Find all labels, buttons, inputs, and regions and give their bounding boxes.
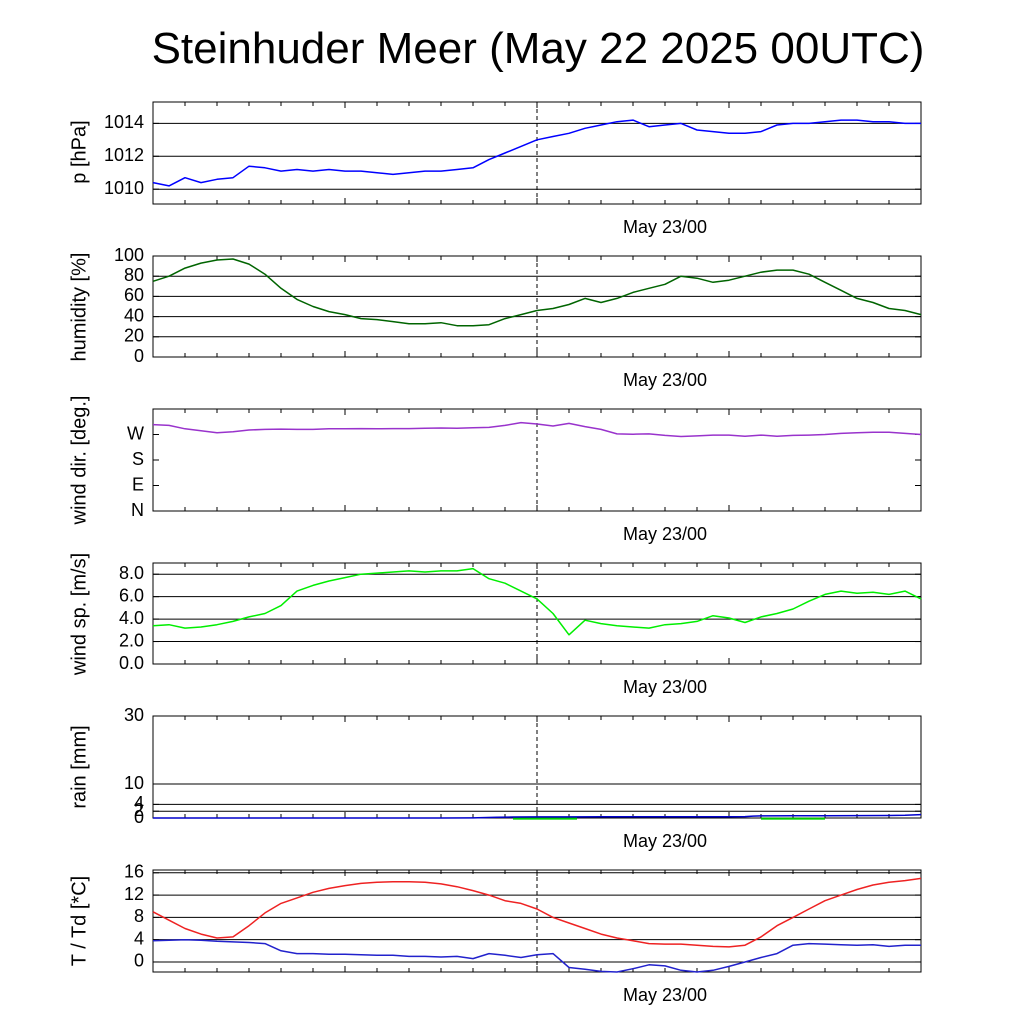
series-line — [152, 567, 922, 636]
panel-wind_direction — [152, 408, 922, 512]
y-tick-label: 100 — [114, 245, 144, 265]
y-tick-label: 4 — [134, 793, 144, 813]
y-tick-label: N — [131, 500, 144, 520]
y-tick-label: 4.0 — [119, 608, 144, 628]
chart-title: Steinhuder Meer (May 22 2025 00UTC) — [151, 24, 925, 73]
rain-bar — [513, 817, 577, 820]
rain-bar — [761, 817, 825, 820]
y-tick-label: 1010 — [104, 178, 144, 198]
x-axis-label: May 23/00 — [623, 217, 707, 237]
series-line — [152, 421, 922, 438]
panel-temperature — [152, 869, 922, 973]
y-tick-label: 30 — [124, 705, 144, 725]
series-td-line — [152, 938, 921, 973]
y-tick-label: W — [127, 423, 144, 443]
panel-humidity — [152, 255, 922, 358]
x-axis-label: May 23/00 — [623, 985, 707, 1005]
x-axis-label: May 23/00 — [623, 677, 707, 697]
y-axis-label: humidity [%] — [68, 253, 90, 362]
y-tick-label: E — [132, 474, 144, 494]
y-axis-label: wind sp. [m/s] — [68, 553, 90, 676]
y-tick-label: 2.0 — [119, 630, 144, 650]
y-tick-label: 12 — [124, 884, 144, 904]
y-tick-label: 0 — [134, 951, 144, 971]
x-axis-label: May 23/00 — [623, 831, 707, 851]
y-tick-label: 4 — [134, 928, 144, 948]
panel-rain — [152, 715, 922, 820]
y-axis-label: rain [mm] — [68, 725, 90, 808]
y-tick-label: 6.0 — [119, 585, 144, 605]
y-tick-label: 0 — [134, 346, 144, 366]
series-line — [152, 258, 922, 327]
y-tick-label: 20 — [124, 326, 144, 346]
series-line — [153, 813, 922, 819]
y-tick-label: 1014 — [104, 112, 144, 132]
x-axis-label: May 23/00 — [623, 370, 707, 390]
y-axis-label: T / Td [*C] — [68, 876, 90, 966]
y-tick-label: 1012 — [104, 145, 144, 165]
y-tick-label: 2 — [134, 800, 144, 820]
series-t-line — [152, 877, 922, 948]
y-tick-label: 8.0 — [119, 563, 144, 583]
y-tick-label: 8 — [134, 906, 144, 926]
y-tick-label: 0 — [134, 807, 144, 827]
series-line — [152, 119, 921, 187]
y-axis-label: wind dir. [deg.] — [68, 396, 90, 526]
x-axis-label: May 23/00 — [623, 524, 707, 544]
y-tick-label: 40 — [124, 305, 144, 325]
panel-pressure — [152, 101, 922, 205]
y-axis-label: p [hPa] — [68, 120, 90, 183]
y-tick-label: S — [132, 449, 144, 469]
panel-wind_speed — [152, 562, 922, 665]
y-tick-label: 60 — [124, 285, 144, 305]
y-tick-label: 0.0 — [119, 653, 144, 673]
y-tick-label: 10 — [124, 773, 144, 793]
y-tick-label: 80 — [124, 265, 144, 285]
y-tick-label: 16 — [124, 862, 144, 882]
